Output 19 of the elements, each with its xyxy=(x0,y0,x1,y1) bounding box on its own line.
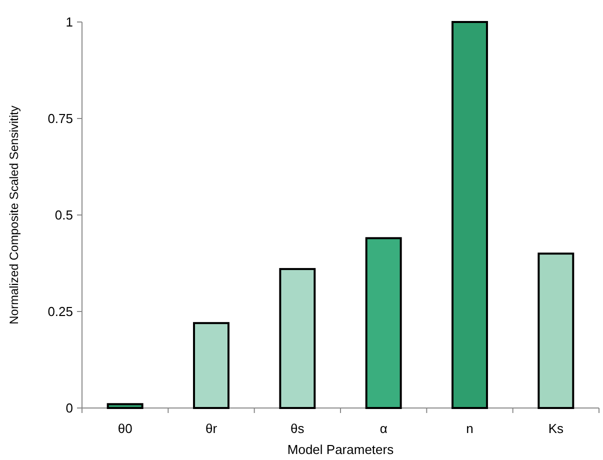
x-tick-label: θr xyxy=(205,421,218,436)
y-tick-label: 0.5 xyxy=(54,208,73,223)
x-tick-label: θ0 xyxy=(118,421,132,436)
x-tick-label: n xyxy=(466,421,474,436)
x-tick-label: θs xyxy=(290,421,305,436)
bar xyxy=(365,237,402,409)
x-tick-label: Ks xyxy=(548,421,564,436)
bar xyxy=(279,268,316,409)
y-tick-label: 1 xyxy=(66,14,73,30)
x-axis-title: Model Parameters xyxy=(287,442,394,457)
y-tick-label: 0.75 xyxy=(48,111,73,126)
bar xyxy=(106,403,144,409)
y-axis-title: Normalized Composite Scaled Sensivitity xyxy=(7,106,21,324)
bar xyxy=(538,252,574,409)
x-tick-label: α xyxy=(380,421,388,436)
bar xyxy=(193,322,230,409)
y-tick-label: 0.25 xyxy=(48,304,73,320)
bar xyxy=(452,21,488,409)
y-tick-label: 0 xyxy=(66,400,73,416)
